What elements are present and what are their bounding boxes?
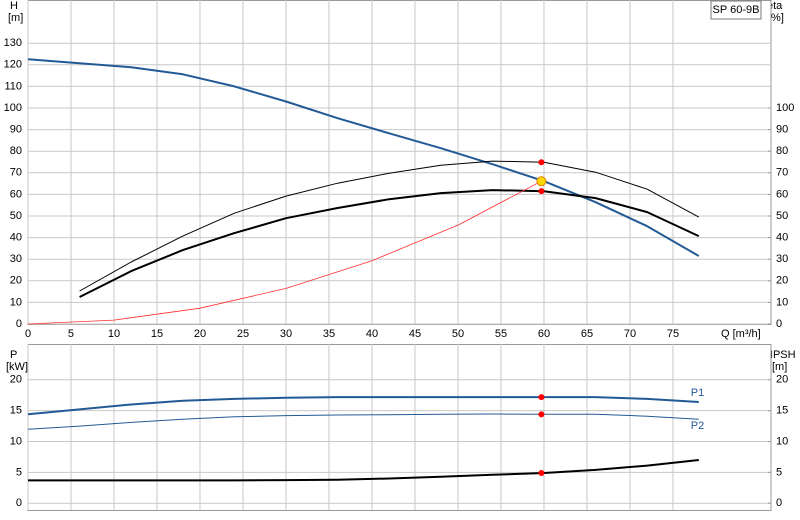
y2-tick-label: 70 — [776, 167, 788, 179]
y-tick-label: 110 — [4, 80, 22, 92]
y-tick-label: 40 — [10, 232, 22, 244]
x-tick-label: 30 — [280, 328, 292, 340]
series-line — [79, 160, 700, 292]
x-tick-label: 50 — [452, 328, 464, 340]
x-tick-label: 60 — [538, 328, 550, 340]
y2-tick-label: 10 — [776, 296, 788, 308]
plot-frame — [27, 344, 772, 511]
y-tick-label: 100 — [4, 102, 22, 114]
chart-title: SP 60-9B — [713, 4, 760, 16]
operating-point — [536, 176, 547, 187]
y-tick-label: 20 — [10, 275, 22, 287]
operating-point — [538, 188, 545, 195]
y-tick-label: 130 — [4, 37, 22, 49]
y-tick-label: 60 — [10, 188, 22, 200]
x-tick-label: 0 — [25, 328, 31, 340]
y2-axis-label: eta — [767, 0, 783, 12]
y2-axis-label: NPSH — [765, 349, 796, 361]
x-tick-label: 25 — [237, 328, 249, 340]
y2-tick-label: 80 — [776, 145, 788, 157]
y-axis-label: P — [10, 349, 17, 361]
series-line — [79, 189, 700, 298]
y2-tick-label: 90 — [776, 124, 788, 136]
operating-point — [538, 394, 545, 401]
series-line — [27, 413, 699, 430]
y-axis-unit: [kW] — [6, 361, 28, 373]
operating-point — [538, 469, 545, 476]
y-tick-label: 0 — [16, 318, 22, 330]
y-tick-label: 10 — [10, 435, 22, 447]
y-tick-label: 120 — [4, 59, 22, 71]
x-tick-label: 15 — [151, 328, 163, 340]
y2-tick-label: 15 — [776, 405, 788, 417]
x-tick-label: 55 — [495, 328, 507, 340]
series-line — [27, 396, 699, 416]
y2-tick-label: 30 — [776, 253, 788, 265]
x-tick-label: 75 — [667, 328, 679, 340]
y2-axis-unit: [m] — [772, 361, 787, 373]
operating-point — [538, 159, 545, 166]
x-tick-label: 35 — [323, 328, 335, 340]
y-tick-label: 10 — [10, 296, 22, 308]
y-tick-label: 80 — [10, 145, 22, 157]
series-line — [27, 58, 700, 257]
plot-frame — [27, 0, 772, 325]
y-tick-label: 50 — [10, 210, 22, 222]
y2-tick-label: 50 — [776, 210, 788, 222]
x-tick-label: 70 — [624, 328, 636, 340]
y2-tick-label: 100 — [776, 102, 794, 114]
y-tick-label: 5 — [16, 466, 22, 478]
y-tick-label: 20 — [10, 374, 22, 386]
y-axis-label: H — [10, 0, 18, 12]
y2-tick-label: 20 — [776, 374, 788, 386]
y-tick-label: 70 — [10, 167, 22, 179]
x-tick-label: 40 — [366, 328, 378, 340]
y-tick-label: 30 — [10, 253, 22, 265]
y2-tick-label: 60 — [776, 188, 788, 200]
series-label: P1 — [691, 387, 704, 399]
x-axis-label: Q [m³/h] — [721, 328, 761, 340]
y2-tick-label: 5 — [776, 466, 782, 478]
y-tick-label: 15 — [10, 405, 22, 417]
y2-tick-label: 40 — [776, 232, 788, 244]
y2-tick-label: 0 — [776, 318, 782, 330]
y2-tick-label: 20 — [776, 275, 788, 287]
legend-box — [710, 0, 762, 20]
y-tick-label: 90 — [10, 124, 22, 136]
x-tick-label: 20 — [194, 328, 206, 340]
y-axis-unit: [m] — [8, 12, 23, 24]
series-label: P2 — [691, 420, 704, 432]
operating-point — [538, 411, 545, 418]
x-tick-label: 45 — [409, 328, 421, 340]
y2-axis-unit: [%] — [768, 12, 784, 24]
series-line — [27, 180, 542, 325]
y-tick-label: 0 — [16, 497, 22, 509]
x-tick-label: 5 — [68, 328, 74, 340]
y2-tick-label: 0 — [776, 497, 782, 509]
x-tick-label: 10 — [108, 328, 120, 340]
y2-tick-label: 10 — [776, 435, 788, 447]
series-line — [28, 459, 699, 482]
x-tick-label: 65 — [581, 328, 593, 340]
